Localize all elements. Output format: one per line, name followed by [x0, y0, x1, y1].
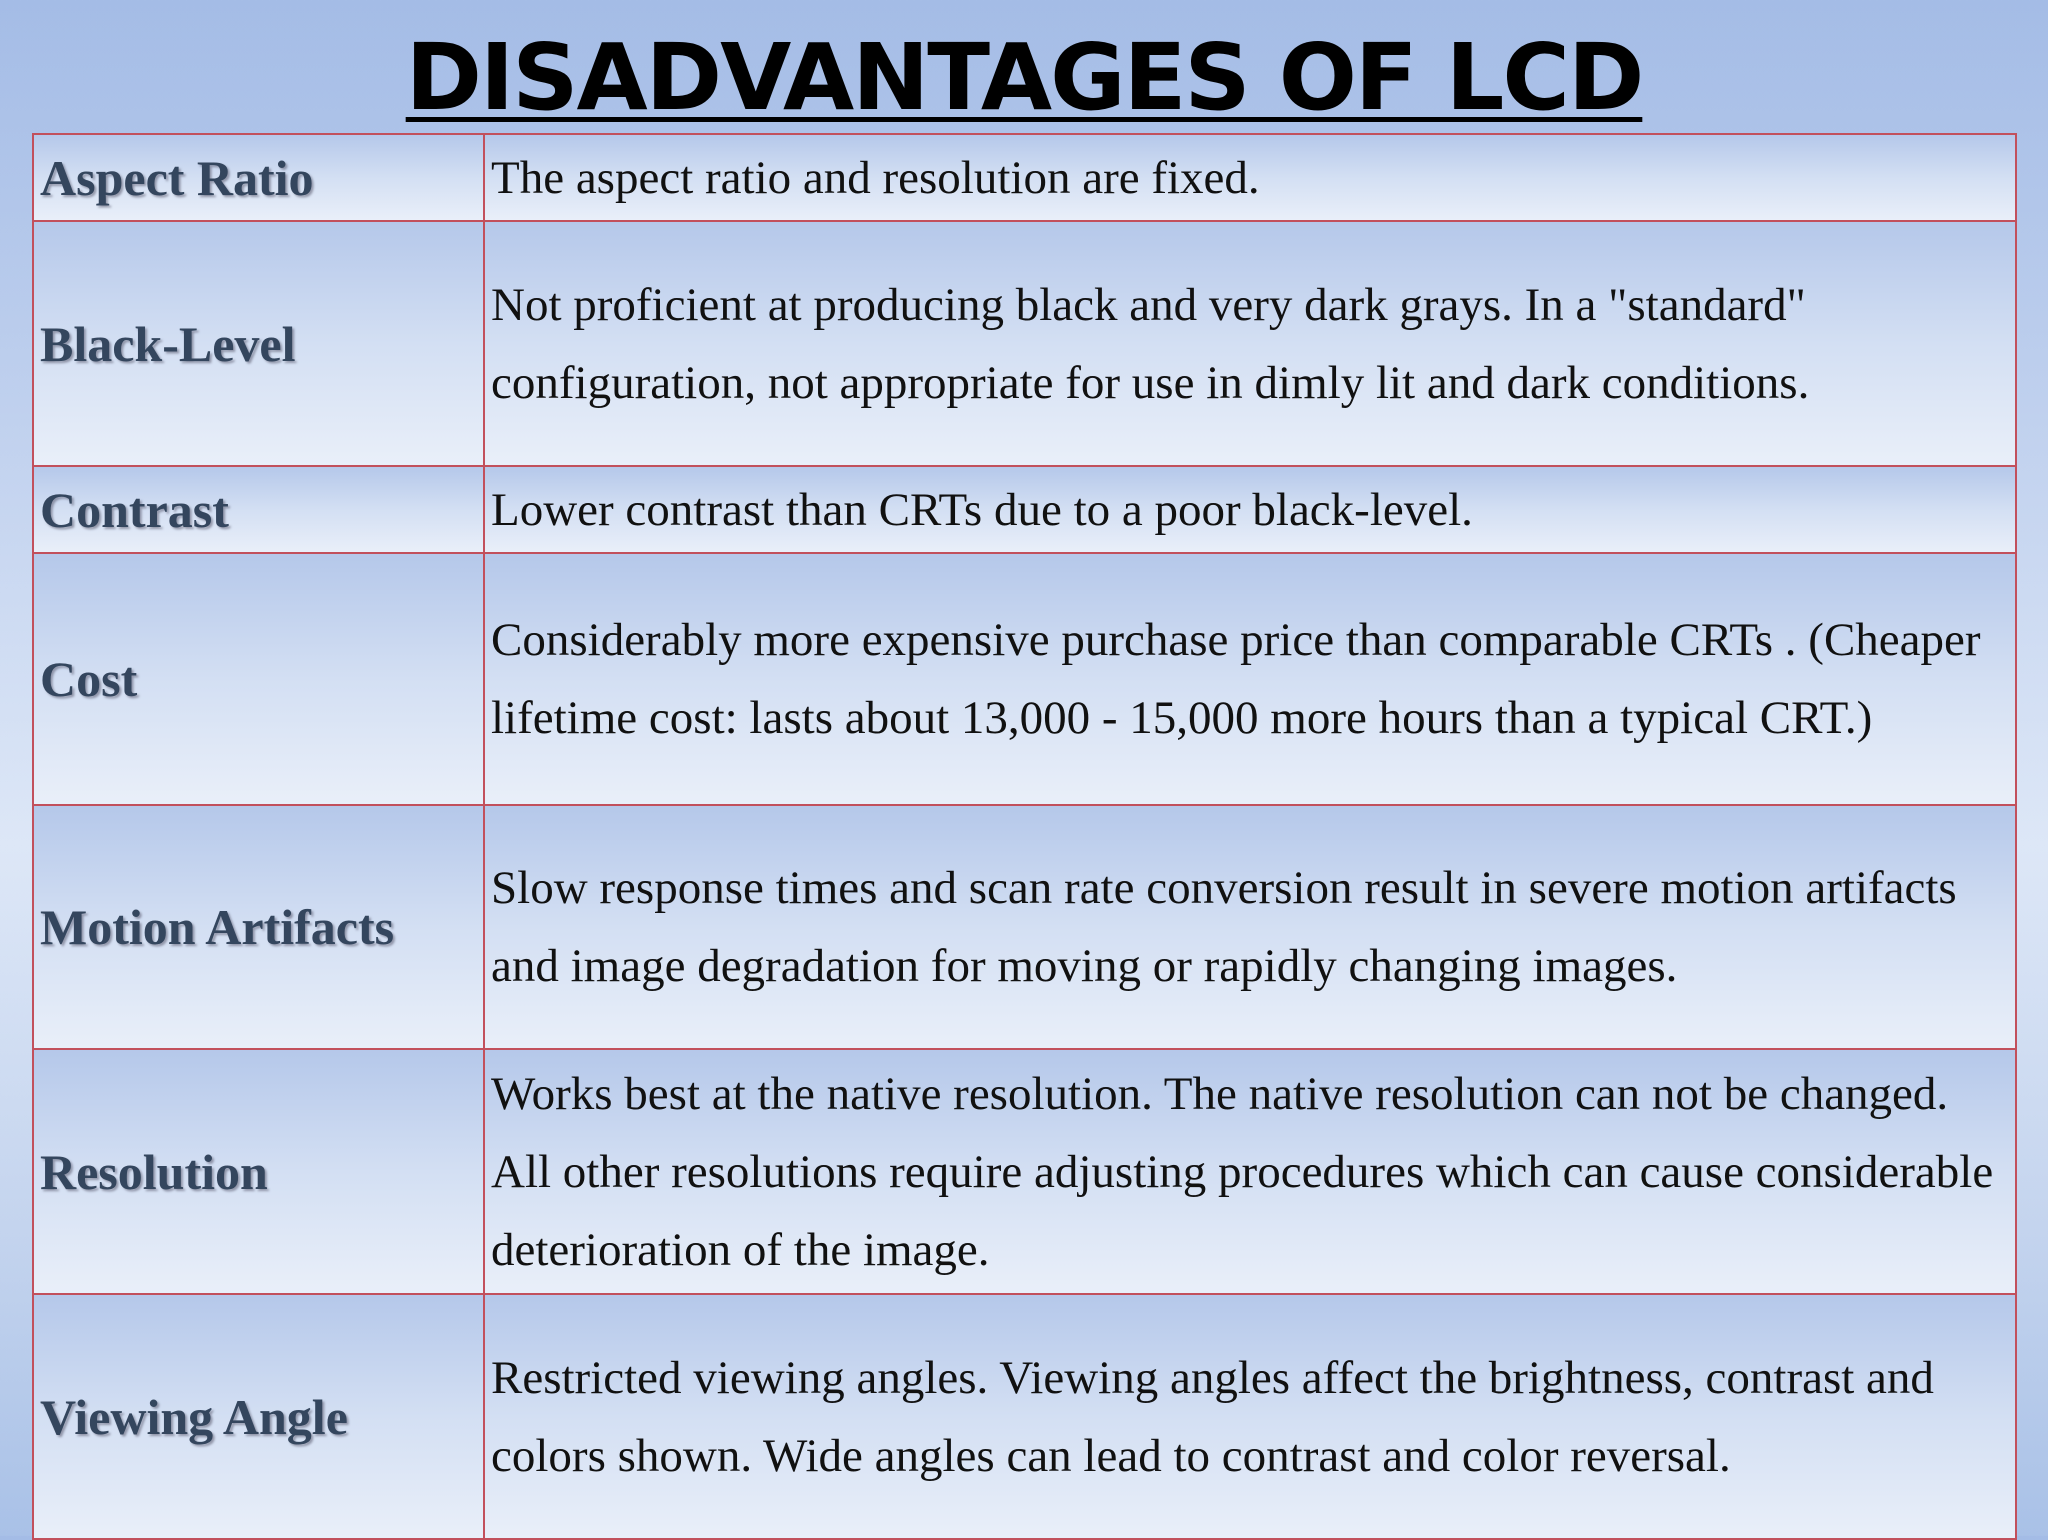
row-label: Contrast	[32, 465, 485, 554]
row-label: Cost	[32, 552, 485, 806]
table-row: Black-Level Not proficient at producing …	[32, 220, 2017, 467]
slide-title: DISADVANTAGES OF LCD	[405, 24, 1645, 131]
row-description: Lower contrast than CRTs due to a poor b…	[483, 465, 2017, 554]
row-label: Motion Artifacts	[32, 804, 485, 1050]
row-label: Black-Level	[32, 220, 485, 467]
row-description: Considerably more expensive purchase pri…	[483, 552, 2017, 806]
table-row: Resolution Works best at the native reso…	[32, 1048, 2017, 1295]
disadvantages-table: Aspect Ratio The aspect ratio and resolu…	[32, 133, 2017, 1540]
table-row: Cost Considerably more expensive purchas…	[32, 552, 2017, 806]
table-row: Motion Artifacts Slow response times and…	[32, 804, 2017, 1050]
row-description: Works best at the native resolution. The…	[483, 1048, 2017, 1295]
table-row: Aspect Ratio The aspect ratio and resolu…	[32, 133, 2017, 222]
table-row: Contrast Lower contrast than CRTs due to…	[32, 465, 2017, 554]
table-row: Viewing Angle Restricted viewing angles.…	[32, 1293, 2017, 1540]
slide-title-container: DISADVANTAGES OF LCD	[0, 24, 2048, 132]
row-description: The aspect ratio and resolution are fixe…	[483, 133, 2017, 222]
row-description: Slow response times and scan rate conver…	[483, 804, 2017, 1050]
row-label: Aspect Ratio	[32, 133, 485, 222]
row-description: Restricted viewing angles. Viewing angle…	[483, 1293, 2017, 1540]
row-label: Resolution	[32, 1048, 485, 1295]
row-description: Not proficient at producing black and ve…	[483, 220, 2017, 467]
row-label: Viewing Angle	[32, 1293, 485, 1540]
